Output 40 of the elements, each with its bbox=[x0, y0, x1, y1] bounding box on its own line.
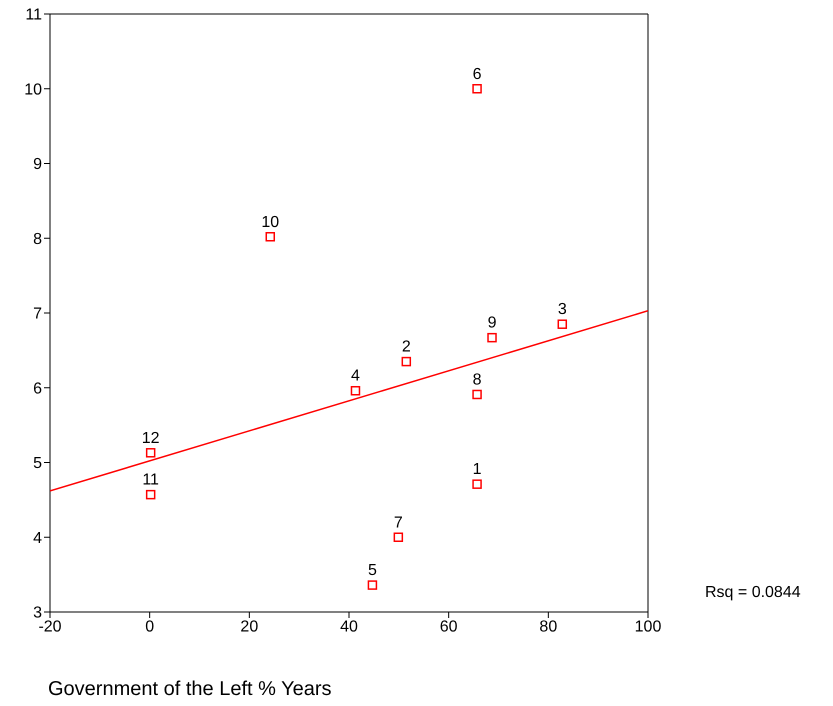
y-tick-label: 9 bbox=[33, 156, 42, 174]
y-tick-label: 6 bbox=[33, 380, 42, 398]
x-tick-label: 60 bbox=[440, 618, 458, 636]
point bbox=[402, 356, 412, 366]
point bbox=[472, 390, 482, 400]
x-axis-title: Government of the Left % Years bbox=[48, 678, 332, 701]
annotation: 6 bbox=[472, 66, 482, 83]
annotation: 3 bbox=[558, 301, 567, 318]
y-tick-label: 7 bbox=[33, 306, 42, 323]
annotation: 9 bbox=[488, 314, 497, 332]
y-tick-label: 4 bbox=[33, 530, 42, 547]
x-tick-label: 20 bbox=[240, 618, 258, 636]
point bbox=[368, 580, 378, 590]
annotation: 1 bbox=[472, 461, 482, 478]
annotation: 4 bbox=[351, 368, 360, 385]
annotation: 2 bbox=[402, 338, 411, 356]
text: Rsq = 0.0844 bbox=[705, 584, 801, 602]
annotation: 5 bbox=[368, 562, 377, 580]
point bbox=[146, 490, 156, 500]
y-tick-label: 11 bbox=[25, 6, 42, 24]
point bbox=[487, 332, 497, 342]
point bbox=[472, 479, 482, 489]
x-tick-label: 80 bbox=[539, 618, 558, 636]
x-tick-label: 100 bbox=[634, 618, 662, 636]
y-tick-label: 10 bbox=[24, 81, 42, 98]
annotation: 10 bbox=[261, 214, 280, 231]
annotation: 8 bbox=[472, 371, 482, 388]
point bbox=[146, 448, 156, 458]
y-tick-label: 8 bbox=[33, 230, 42, 248]
annotation: 7 bbox=[394, 514, 403, 532]
y-tick-label: 5 bbox=[33, 455, 42, 472]
annotation: 12 bbox=[142, 430, 160, 447]
point bbox=[350, 386, 360, 396]
point bbox=[394, 532, 404, 542]
point bbox=[558, 319, 568, 329]
point bbox=[472, 84, 482, 94]
point bbox=[266, 232, 276, 242]
annotation: 11 bbox=[142, 472, 160, 489]
x-tick-label: 0 bbox=[145, 618, 154, 636]
x-tick-label: 40 bbox=[340, 618, 358, 636]
